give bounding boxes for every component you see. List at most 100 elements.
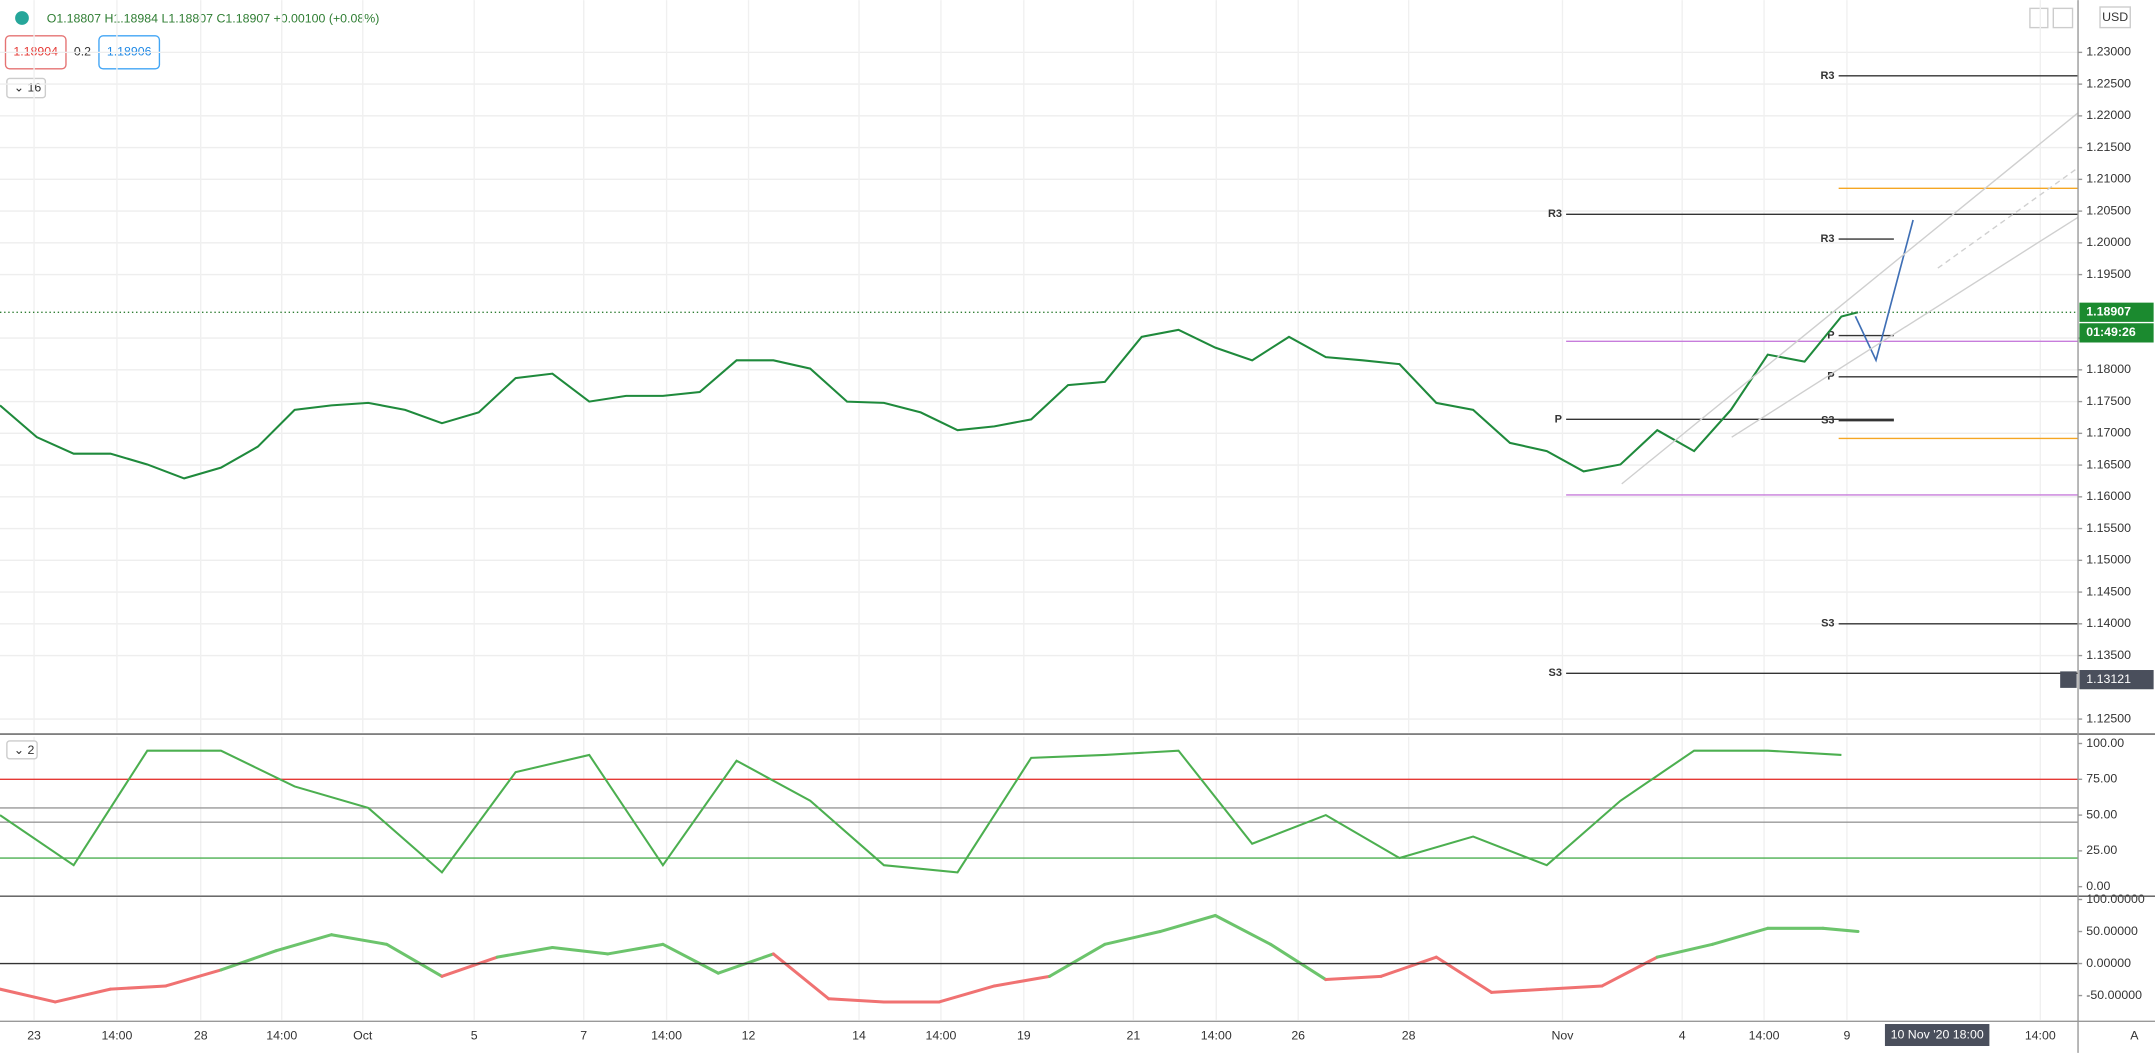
x-tick-label: 14:00 (1749, 1029, 1780, 1043)
oscillator-segment (1600, 955, 1659, 988)
x-tick-label: 14 (852, 1029, 866, 1043)
last-price-box (2079, 302, 2154, 322)
oscillator-segment (1655, 942, 1715, 959)
oscillator-segment (1213, 913, 1273, 946)
oscillator-segment (495, 946, 554, 959)
y-tick-label: 1.13500 (2086, 648, 2131, 662)
reset-button[interactable] (2052, 7, 2074, 29)
oscillator-segment (385, 942, 444, 978)
pivot-label: S3 (1549, 667, 1562, 679)
x-tick-label: 14:00 (2025, 1029, 2056, 1043)
oscillator-segment (1711, 926, 1770, 946)
crosshair-time-box (1884, 1024, 1990, 1047)
y-tick-label: 1.21500 (2086, 140, 2131, 154)
x-tick-label: 14:00 (651, 1029, 682, 1043)
x-tick-label: Nov (1551, 1029, 1574, 1043)
oscillator-segment (992, 974, 1052, 988)
crosshair-handle (2060, 671, 2077, 688)
y-tick-label: 25.00 (2086, 843, 2117, 857)
oscillator-segment (1379, 955, 1438, 978)
y-tick-label: 1.16000 (2086, 489, 2131, 503)
x-tick-label: 14:00 (1201, 1029, 1232, 1043)
pivot-label: S3 (1821, 415, 1834, 427)
pivot-label: S3 (1821, 618, 1834, 630)
pivot-label: P (1827, 371, 1834, 383)
x-tick-label: 23 (27, 1029, 41, 1043)
scroll-button[interactable] (2029, 7, 2049, 29)
y-tick-label: 0.00 (2086, 879, 2110, 893)
x-tick-label: 19 (1017, 1029, 1031, 1043)
y-tick-label: 50.00 (2086, 807, 2117, 821)
oscillator-segment (771, 952, 831, 1001)
pivot-label: P (1827, 329, 1834, 341)
x-tick-label: Oct (353, 1029, 373, 1043)
oscillator-segment (164, 968, 223, 988)
y-tick-label: 1.12500 (2086, 711, 2131, 725)
currency-button[interactable] (2099, 6, 2131, 29)
oscillator-segment (1490, 987, 1549, 994)
crosshair-price-box (2079, 670, 2154, 690)
oscillator-segment (1269, 942, 1328, 982)
indicators-toggle[interactable] (6, 77, 47, 99)
oscillator-segment (108, 984, 168, 991)
last-price: 1.18907 (2086, 305, 2131, 319)
symbol-dot (15, 11, 29, 25)
crosshair-price: 1.13121 (2086, 672, 2131, 686)
y-tick-label: 1.17500 (2086, 394, 2131, 408)
oscillator-segment (1324, 974, 1383, 982)
oscillator-segment (1821, 926, 1860, 934)
oscillator-segment (53, 987, 112, 1004)
spread: 0.2 (74, 45, 91, 59)
y-tick-label: 1.21000 (2086, 172, 2131, 186)
x-tick-label: 14:00 (266, 1029, 297, 1043)
y-tick-label: 100.00000 (2086, 892, 2145, 906)
price-line (0, 749, 1842, 874)
countdown: 01:49:26 (2086, 325, 2136, 339)
price-line (0, 311, 1859, 480)
y-tick-label: 1.16500 (2086, 457, 2131, 471)
y-tick-label: 1.22000 (2086, 108, 2131, 122)
crosshair-time: 10 Nov '20 18:00 (1891, 1027, 1984, 1041)
chevron[interactable]: ⌄ (14, 80, 24, 94)
pivot-label: R3 (1820, 70, 1834, 82)
pivot-label: R3 (1820, 233, 1834, 245)
y-tick-label: 1.20500 (2086, 203, 2131, 217)
currency[interactable]: USD (2102, 10, 2128, 24)
auto-scale[interactable]: A (2130, 1029, 2139, 1043)
projection-path (1854, 219, 1914, 363)
x-tick-label: 28 (1402, 1029, 1416, 1043)
pane-label: 2 (27, 743, 34, 757)
oscillator-segment (274, 933, 333, 953)
pivot-label: R3 (1548, 208, 1562, 220)
sell-price[interactable]: 1.18904 (13, 45, 58, 59)
buy-price[interactable]: 1.18906 (107, 45, 152, 59)
oscillator-segment (550, 946, 610, 956)
x-tick-label: 14:00 (101, 1029, 132, 1043)
x-tick-label: 5 (471, 1029, 478, 1043)
oscillator-segment (1048, 942, 1107, 978)
oscillator-segment (329, 933, 389, 946)
y-tick-label: 75.00 (2086, 772, 2117, 786)
pane-toggle[interactable] (6, 740, 38, 760)
y-tick-label: 1.15000 (2086, 553, 2131, 567)
y-tick-label: 1.15500 (2086, 521, 2131, 535)
y-tick-label: 0.00000 (2086, 956, 2131, 970)
pivot-label: P (1555, 413, 1562, 425)
oscillator-segment (606, 942, 665, 956)
x-tick-label: 14:00 (925, 1029, 956, 1043)
x-tick-label: 4 (1679, 1029, 1686, 1043)
x-tick-label: 12 (742, 1029, 756, 1043)
oscillator-segment (661, 942, 720, 975)
x-tick-label: 9 (1844, 1029, 1851, 1043)
x-tick-label: 28 (194, 1029, 208, 1043)
x-tick-label: 26 (1291, 1029, 1305, 1043)
x-tick-label: 21 (1127, 1029, 1141, 1043)
oscillator-segment (0, 987, 57, 1004)
chevron[interactable]: ⌄ (14, 743, 24, 757)
y-tick-label: 1.14500 (2086, 584, 2131, 598)
oscillator-segment (219, 949, 278, 972)
y-tick-label: 50.00000 (2086, 924, 2138, 938)
oscillator-segment (1158, 913, 1217, 934)
y-tick-label: 1.17000 (2086, 426, 2131, 440)
